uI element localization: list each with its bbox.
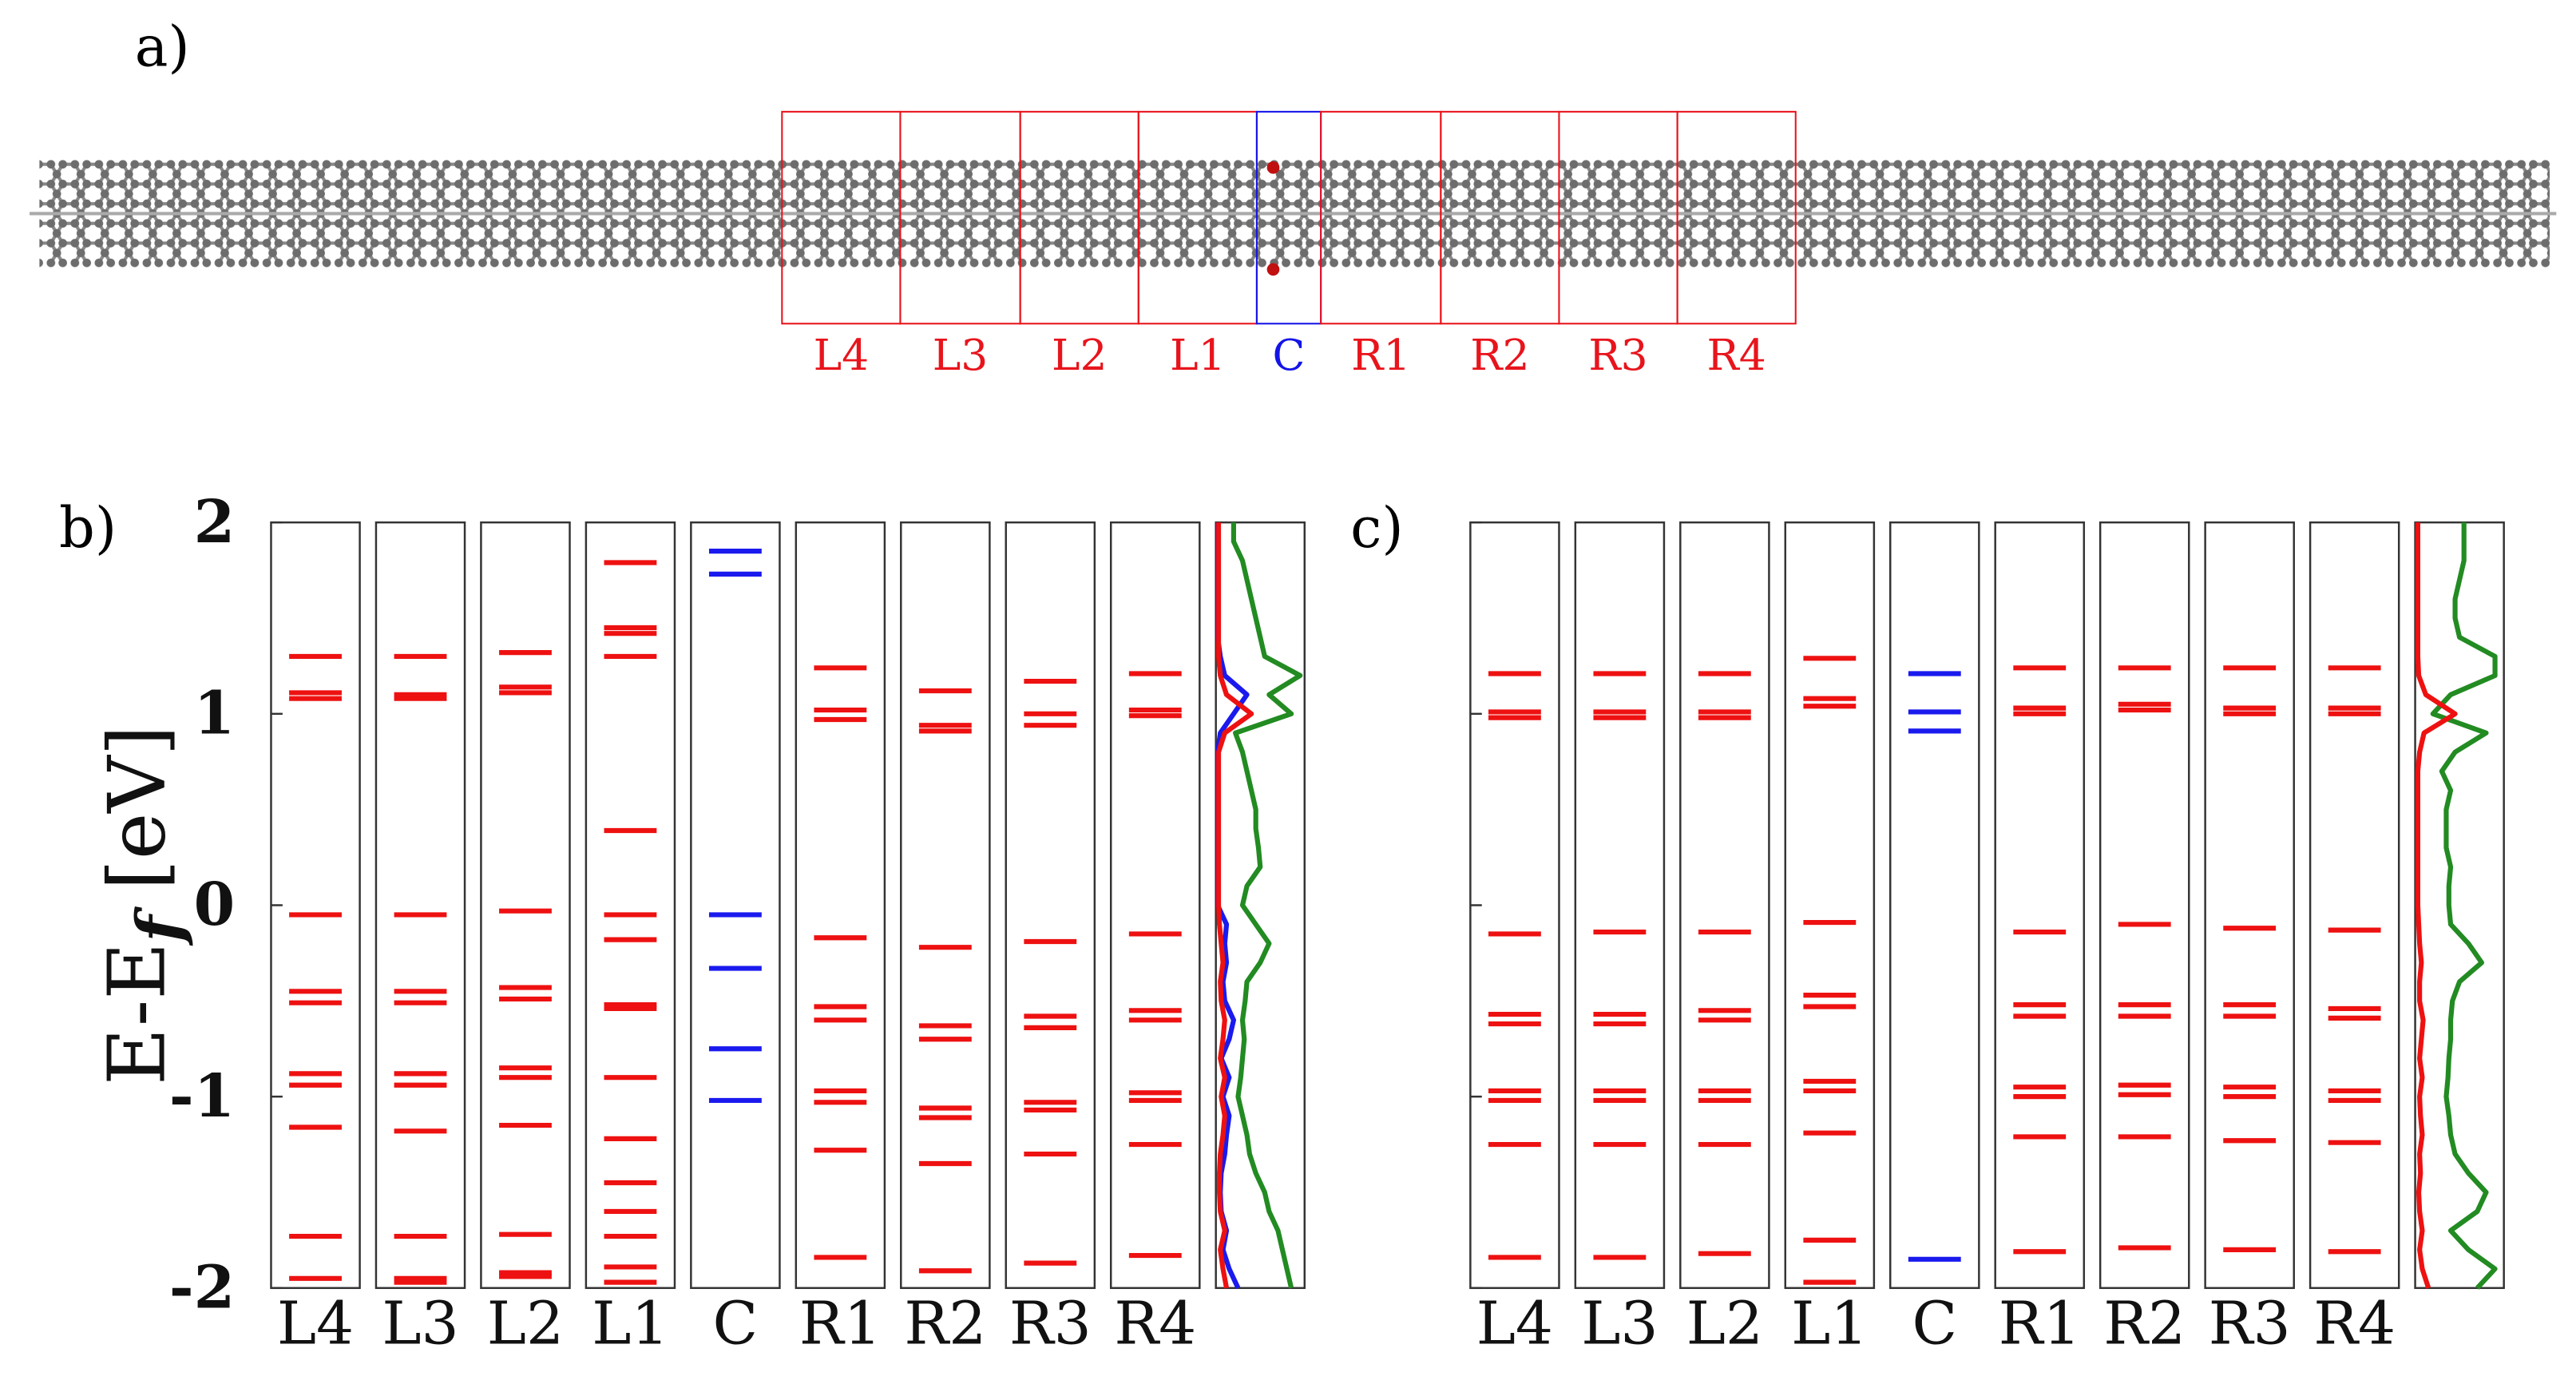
column-frame xyxy=(1994,521,2086,1290)
y-tick-label: 2 xyxy=(194,487,236,557)
x-tick-label: R1 xyxy=(1999,1290,2081,1358)
x-tick-label: C xyxy=(713,1290,759,1358)
y-axis-label-part: [eV] xyxy=(92,725,184,915)
column-frame xyxy=(2098,521,2190,1290)
dos-frame xyxy=(2414,521,2505,1290)
x-tick-label: L3 xyxy=(382,1290,458,1358)
x-tick-label: L2 xyxy=(487,1290,564,1358)
x-tick-label: R2 xyxy=(2103,1290,2186,1358)
column-frame xyxy=(795,521,886,1290)
y-tick-label: -1 xyxy=(169,1061,235,1131)
x-tick-label: R4 xyxy=(1114,1290,1196,1358)
region-label: R2 xyxy=(1470,330,1529,380)
y-tick-label: -2 xyxy=(169,1252,235,1322)
x-tick-label: R1 xyxy=(799,1290,882,1358)
x-tick-label: C xyxy=(1912,1290,1957,1358)
x-tick-label: R4 xyxy=(2313,1290,2396,1358)
region-label: R3 xyxy=(1588,330,1647,380)
region-label: R4 xyxy=(1707,330,1766,380)
x-tick-label: L2 xyxy=(1686,1290,1763,1358)
y-tick-label: 0 xyxy=(194,870,236,939)
column-frame xyxy=(480,521,571,1290)
region-label: L2 xyxy=(1052,330,1108,380)
column-frame xyxy=(1889,521,1980,1290)
panel-label: a) xyxy=(135,14,190,79)
x-tick-label: L1 xyxy=(592,1290,668,1358)
region-label: C xyxy=(1273,330,1306,380)
x-tick-label: L4 xyxy=(1476,1290,1553,1358)
x-tick-label: L3 xyxy=(1581,1290,1658,1358)
column-frame xyxy=(270,521,361,1290)
region-label: R1 xyxy=(1351,330,1410,380)
y-axis-label: E-Ef [eV] xyxy=(92,725,196,1085)
column-frame xyxy=(1784,521,1876,1290)
column-frame xyxy=(900,521,991,1290)
column-frame xyxy=(375,521,466,1290)
nanoribbon xyxy=(30,159,2557,276)
dos-curve xyxy=(2430,522,2498,1290)
column-frame xyxy=(1574,521,1666,1290)
column-frame xyxy=(690,521,781,1290)
x-tick-label: R3 xyxy=(2209,1290,2291,1358)
region-boxes: L4 L3 L2 L1 C R1 R2 R3 R4 xyxy=(781,110,1797,380)
dos-curve xyxy=(2415,522,2458,1289)
column-frame xyxy=(1679,521,1770,1290)
column-frame xyxy=(1109,521,1201,1290)
column-frame xyxy=(1469,521,1560,1290)
panel-label: c) xyxy=(1350,496,1403,561)
region-label: L3 xyxy=(933,330,989,380)
region-box xyxy=(1676,110,1797,325)
y-tick-label: 1 xyxy=(194,679,236,748)
x-tick-label: R3 xyxy=(1009,1290,1092,1358)
column-frame xyxy=(2308,521,2400,1290)
dos-curve xyxy=(1215,522,1254,1289)
column-frame xyxy=(585,521,676,1290)
x-tick-label: L4 xyxy=(277,1290,354,1358)
panel-label: b) xyxy=(59,496,117,561)
region-label: L4 xyxy=(814,330,870,380)
column-frame xyxy=(2204,521,2295,1290)
region-label: L1 xyxy=(1170,330,1226,380)
column-frame xyxy=(1005,521,1096,1290)
y-axis-label-part: E-E xyxy=(92,942,184,1085)
dos-curve xyxy=(1231,522,1303,1289)
x-tick-label: L1 xyxy=(1791,1290,1868,1358)
x-tick-label: R2 xyxy=(904,1290,986,1358)
